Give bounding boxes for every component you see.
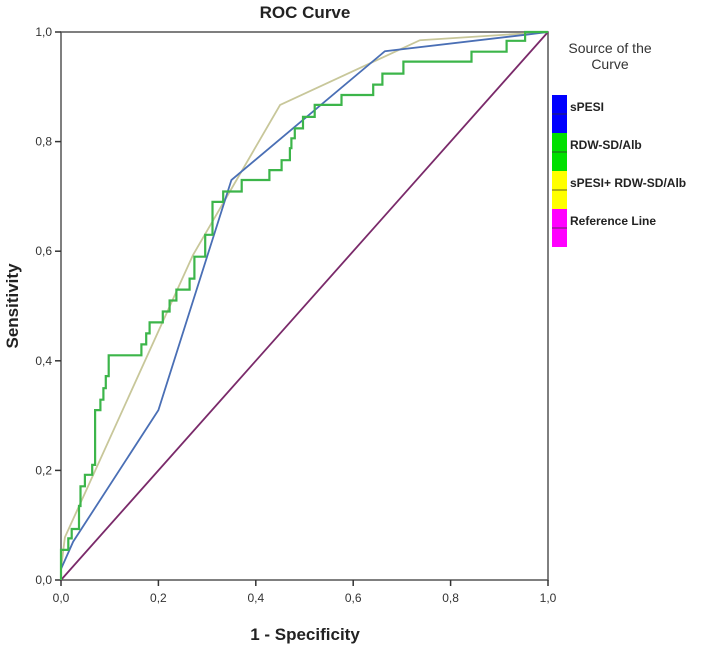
y-tick-label: 0,6	[35, 244, 52, 258]
legend-label: sPESI	[570, 100, 604, 114]
x-axis-label: 1 - Specificity	[250, 625, 360, 644]
legend-label: RDW-SD/Alb	[570, 138, 642, 152]
y-axis-label: Sensitivity	[3, 263, 22, 349]
y-tick-label: 0,8	[35, 135, 52, 149]
plot-frame	[60, 31, 549, 581]
y-tick-label: 1,0	[35, 25, 52, 39]
y-tick-label: 0,4	[35, 354, 52, 368]
legend-title-line2: Curve	[591, 56, 629, 72]
legend-title: Source of the	[568, 40, 651, 56]
series-line-spesi-rdw-sd-alb	[60, 31, 549, 570]
series-line-reference-line	[60, 31, 549, 581]
x-tick-label: 0,2	[150, 591, 167, 605]
legend-label: Reference Line	[570, 214, 656, 228]
legend: Source of the Curve sPESI RDW-SD/Alb sPESI…	[552, 40, 686, 247]
y-tick-label: 0,2	[35, 463, 52, 477]
chart-title: ROC Curve	[260, 3, 351, 22]
legend-label: sPESI+ RDW-SD/Alb	[570, 176, 686, 190]
x-tick-label: 0,6	[345, 591, 362, 605]
x-tick-label: 1,0	[540, 591, 557, 605]
x-tick-label: 0,4	[247, 591, 264, 605]
series-line-rdw-sd-alb	[59, 30, 548, 580]
y-tick-label: 0,0	[35, 573, 52, 587]
x-tick-label: 0,8	[442, 591, 459, 605]
series-line-spesi	[60, 31, 549, 570]
x-tick-label: 0,0	[53, 591, 70, 605]
